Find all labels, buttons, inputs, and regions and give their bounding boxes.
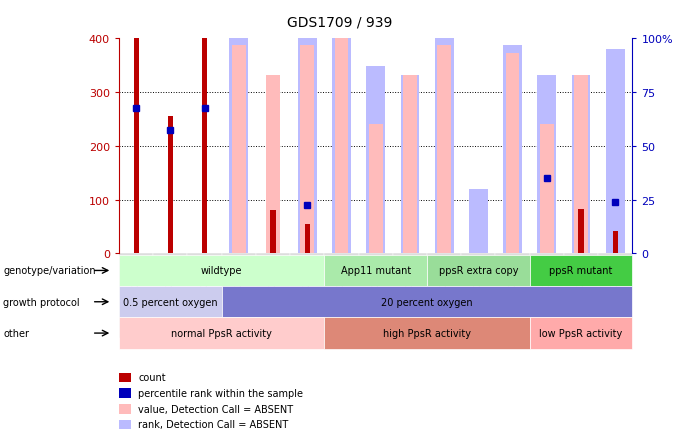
Text: rank, Detection Call = ABSENT: rank, Detection Call = ABSENT	[138, 420, 288, 429]
Text: ppsR mutant: ppsR mutant	[549, 266, 613, 276]
Text: percentile rank within the sample: percentile rank within the sample	[138, 388, 303, 398]
Bar	[301, 46, 314, 254]
Bar	[232, 46, 245, 254]
Bar	[133, 39, 139, 254]
Bar	[613, 231, 618, 254]
Bar	[540, 125, 554, 254]
Bar	[367, 67, 385, 254]
Bar	[332, 33, 351, 254]
Bar	[229, 24, 248, 254]
Bar	[572, 76, 590, 254]
Bar	[271, 211, 275, 254]
Bar	[305, 224, 310, 254]
Bar	[369, 125, 383, 254]
Bar	[298, 24, 317, 254]
Bar	[202, 39, 207, 254]
Text: count: count	[138, 373, 166, 382]
Text: ppsR extra copy: ppsR extra copy	[439, 266, 518, 276]
Text: 0.5 percent oxygen: 0.5 percent oxygen	[123, 297, 218, 307]
Text: App11 mutant: App11 mutant	[341, 266, 411, 276]
Text: genotype/variation: genotype/variation	[3, 266, 96, 276]
Text: growth protocol: growth protocol	[3, 297, 80, 307]
Bar	[606, 50, 625, 254]
Bar	[574, 76, 588, 254]
Bar	[437, 46, 451, 254]
Text: value, Detection Call = ABSENT: value, Detection Call = ABSENT	[138, 404, 293, 414]
Text: 20 percent oxygen: 20 percent oxygen	[381, 297, 473, 307]
Bar	[335, 39, 348, 254]
Text: GDS1709 / 939: GDS1709 / 939	[288, 15, 392, 29]
Bar	[403, 76, 417, 254]
Bar	[401, 76, 420, 254]
Text: wildtype: wildtype	[201, 266, 243, 276]
Bar	[435, 33, 454, 254]
Text: high PpsR activity: high PpsR activity	[383, 329, 471, 338]
Bar	[579, 210, 583, 254]
Text: low PpsR activity: low PpsR activity	[539, 329, 623, 338]
Bar	[503, 46, 522, 254]
Text: normal PpsR activity: normal PpsR activity	[171, 329, 272, 338]
Bar	[266, 76, 280, 254]
Bar	[537, 76, 556, 254]
Bar	[168, 117, 173, 254]
Text: other: other	[3, 329, 29, 338]
Bar	[469, 189, 488, 254]
Bar	[506, 54, 520, 254]
